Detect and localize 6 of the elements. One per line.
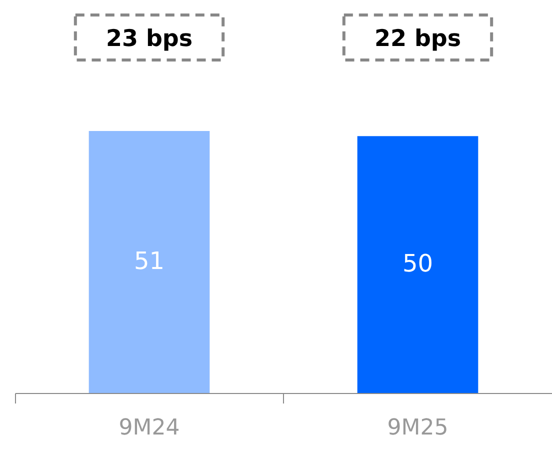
data-label: 51	[134, 247, 165, 275]
data-label: 50	[402, 250, 434, 278]
x-tick-label: 9M24	[118, 416, 180, 440]
text: 22 bps	[374, 26, 462, 52]
x-tick-label: 9M25	[387, 416, 448, 440]
text: 23 bps	[106, 26, 193, 52]
